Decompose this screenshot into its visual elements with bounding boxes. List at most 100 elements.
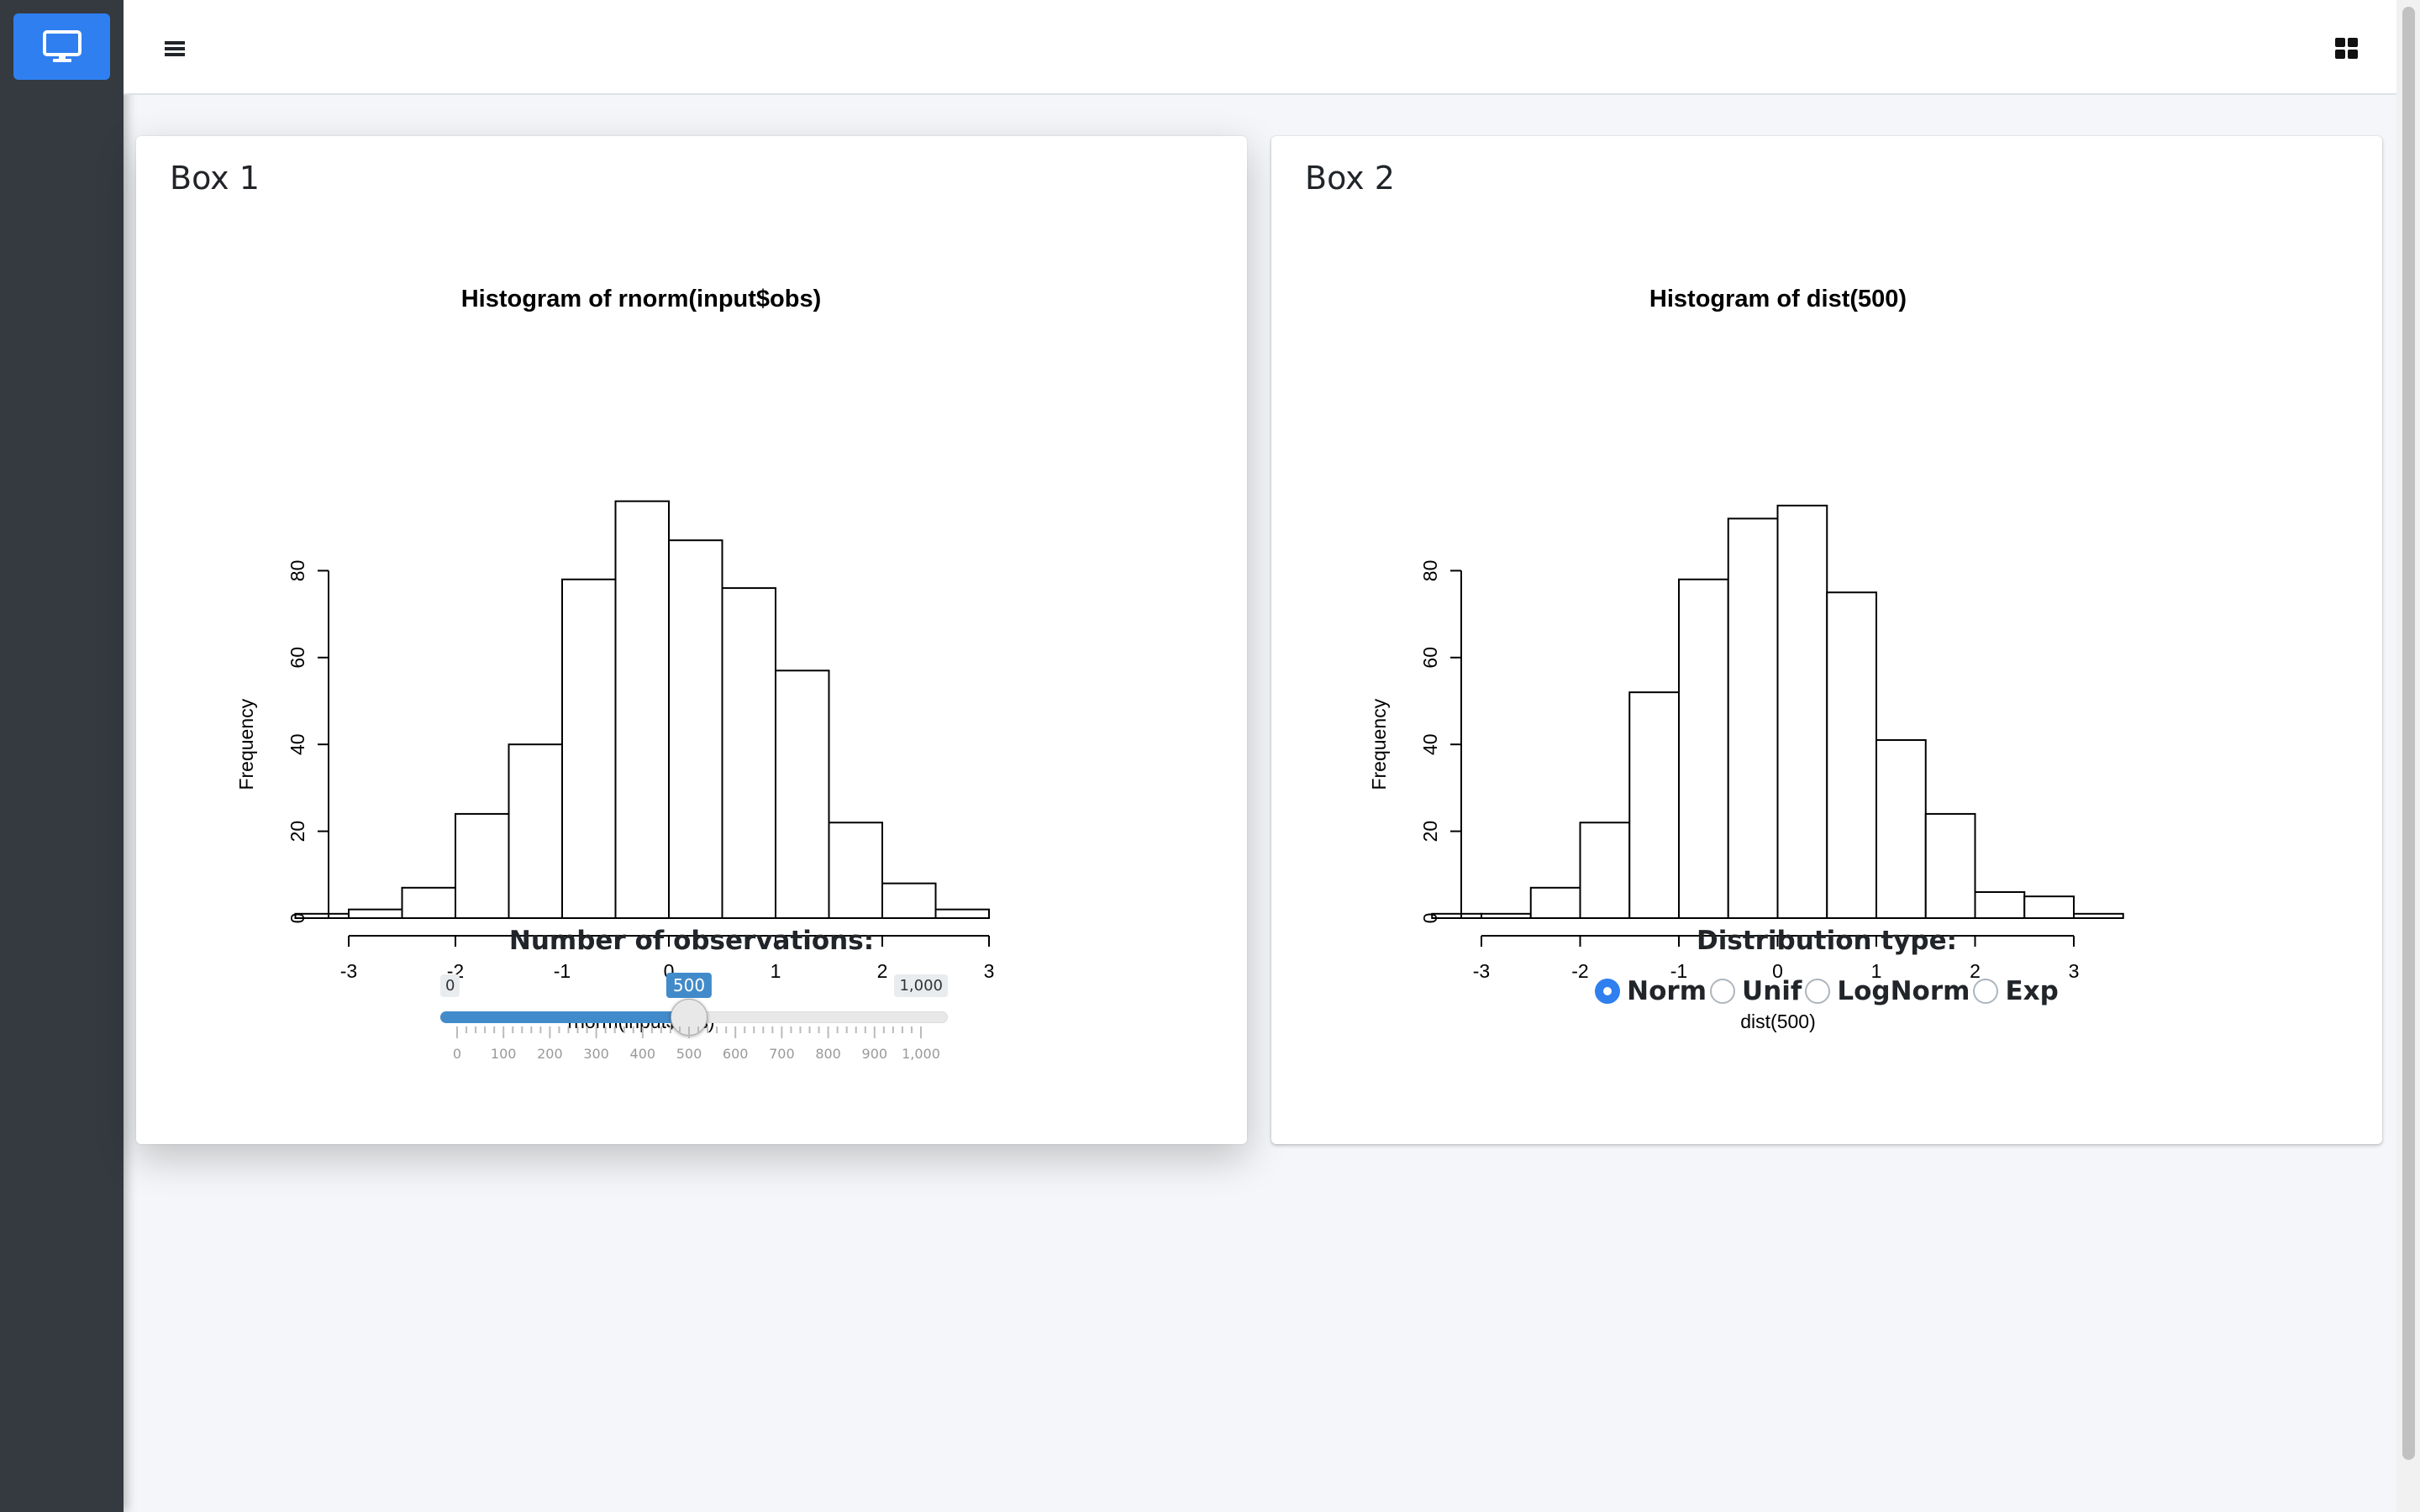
- histogram-bar: [1924, 812, 1976, 919]
- histogram-bar: [1876, 739, 1927, 920]
- slider-value-label: 500: [666, 973, 713, 998]
- histogram-bar: [561, 578, 617, 919]
- obs-slider[interactable]: 0 1,000 500 0 100 200 300 400 500 600 700 800 900…: [440, 968, 948, 1085]
- slider-tick-label: 300: [583, 1046, 609, 1062]
- y-tick-label: 0: [287, 913, 308, 924]
- controlbar-toggle-button[interactable]: [2334, 35, 2363, 64]
- bars-icon: [165, 41, 185, 56]
- main-sidebar: [0, 0, 124, 1512]
- radio-label-lognorm: LogNorm: [1837, 976, 1970, 1006]
- histogram-bar: [1628, 691, 1680, 919]
- slider-tick-label: 700: [769, 1046, 795, 1062]
- histogram-bar: [1776, 504, 1828, 919]
- x-tick-label: 3: [984, 960, 995, 982]
- histogram-bar: [881, 882, 937, 920]
- y-axis-label: Frequency: [1368, 698, 1390, 790]
- histogram-bar: [1529, 886, 1581, 919]
- slider-tick-label: 800: [815, 1046, 841, 1062]
- histogram-dist: Histogram of dist(500) -3 -2 -1 0 1 2 3 dist(500…: [1368, 286, 2124, 1032]
- top-navbar: [124, 0, 2396, 95]
- radio-button-norm[interactable]: [1595, 979, 1621, 1004]
- y-tick-label: 80: [1419, 560, 1441, 582]
- histogram-bar: [934, 908, 990, 919]
- y-tick-label: 40: [287, 733, 308, 755]
- y-tick-label: 60: [1419, 647, 1441, 669]
- scrollbar-thumb[interactable]: [2402, 7, 2415, 1460]
- distribution-radio-group: Norm Unif LogNorm Exp: [1271, 976, 2382, 1006]
- distribution-type-label: Distribution type:: [1696, 926, 1958, 956]
- y-tick-label: 80: [287, 560, 308, 582]
- slider-fill: [440, 1011, 689, 1023]
- radio-option-norm[interactable]: Norm: [1595, 976, 1707, 1006]
- x-tick-label: 2: [877, 960, 888, 982]
- y-tick-label: 20: [1419, 821, 1441, 843]
- slider-handle[interactable]: [671, 999, 708, 1036]
- x-tick-label: -1: [554, 960, 571, 982]
- chart-title: Histogram of rnorm(input$obs): [461, 286, 822, 312]
- histogram-bar: [401, 886, 456, 919]
- radio-option-exp[interactable]: Exp: [1973, 976, 2059, 1006]
- histogram-bar: [721, 587, 776, 919]
- slider-tick-label: 900: [862, 1046, 888, 1062]
- slider-tick-label: 400: [630, 1046, 656, 1062]
- x-tick-label: -2: [1571, 960, 1588, 982]
- histogram-bar: [1579, 822, 1631, 920]
- x-tick-label: -1: [1670, 960, 1687, 982]
- box-2-title: Box 2: [1305, 160, 1395, 197]
- radio-label-unif: Unif: [1742, 976, 1802, 1006]
- slider-tick-label: 200: [537, 1046, 563, 1062]
- page-scrollbar[interactable]: [2396, 0, 2420, 1512]
- x-axis-label: dist(500): [1740, 1011, 1815, 1032]
- radio-button-lognorm[interactable]: [1805, 979, 1831, 1004]
- histogram-bar: [1481, 912, 1532, 920]
- slider-tick-label: 1,000: [902, 1046, 940, 1062]
- obs-slider-label: Number of observations:: [508, 926, 875, 956]
- y-tick-label: 20: [287, 821, 308, 843]
- x-tick-label: 1: [1871, 960, 1882, 982]
- box-1: Box 1 Histogram of rnorm(input$obs) -3 -2-…: [136, 136, 1247, 1144]
- slider-tick-label: 100: [491, 1046, 517, 1062]
- histogram-bar: [455, 812, 510, 919]
- x-tick-label: -3: [1473, 960, 1490, 982]
- histogram-bar: [614, 500, 670, 919]
- desktop-icon: [42, 29, 82, 62]
- x-tick-label: 3: [2069, 960, 2080, 982]
- histogram-bar: [1727, 517, 1779, 919]
- slider-min-label: 0: [440, 974, 460, 997]
- chart-title: Histogram of dist(500): [1649, 286, 1907, 312]
- histogram-bar: [668, 539, 723, 919]
- radio-label-exp: Exp: [2005, 976, 2059, 1006]
- y-tick-label: 60: [287, 647, 308, 669]
- histogram-bar: [508, 743, 563, 920]
- radio-button-unif[interactable]: [1710, 979, 1736, 1004]
- x-tick-label: 1: [771, 960, 781, 982]
- histogram-bar: [1678, 578, 1729, 919]
- x-tick-label: 2: [1970, 960, 1981, 982]
- histogram-bar: [828, 822, 883, 920]
- box-1-title: Box 1: [170, 160, 260, 197]
- brand-desktop-button[interactable]: [13, 13, 110, 80]
- histogram-bar: [1974, 890, 2026, 919]
- slider-ticks: 0 100 200 300 400 500 600 700 800 900 1,000: [453, 1026, 940, 1062]
- histogram-bar: [348, 908, 403, 919]
- radio-label-norm: Norm: [1627, 976, 1707, 1006]
- histogram-bar: [775, 669, 830, 919]
- x-tick-label: 0: [1772, 960, 1783, 982]
- histogram-bar: [1826, 591, 1877, 919]
- th-large-icon: [2335, 38, 2358, 59]
- slider-tick-label: 0: [453, 1046, 461, 1062]
- box-2: Box 2 Histogram of dist(500) -3 -2 -1 0 1 2 3 di…: [1271, 136, 2382, 1144]
- slider-tick-label: 500: [676, 1046, 702, 1062]
- y-tick-label: 40: [1419, 733, 1441, 755]
- slider-tick-label: 600: [723, 1046, 749, 1062]
- slider-max-label: 1,000: [894, 974, 948, 997]
- y-axis-label: Frequency: [235, 698, 257, 790]
- radio-button-exp[interactable]: [1973, 979, 1999, 1004]
- histogram-bar: [2073, 912, 2124, 920]
- histogram-rnorm: Histogram of rnorm(input$obs)-3-2-10123r…: [235, 286, 995, 1032]
- radio-option-lognorm[interactable]: LogNorm: [1805, 976, 1970, 1006]
- y-tick-label: 0: [1419, 913, 1441, 924]
- histogram-bar: [2023, 895, 2075, 920]
- radio-option-unif[interactable]: Unif: [1710, 976, 1802, 1006]
- sidebar-toggle-button[interactable]: [161, 34, 188, 64]
